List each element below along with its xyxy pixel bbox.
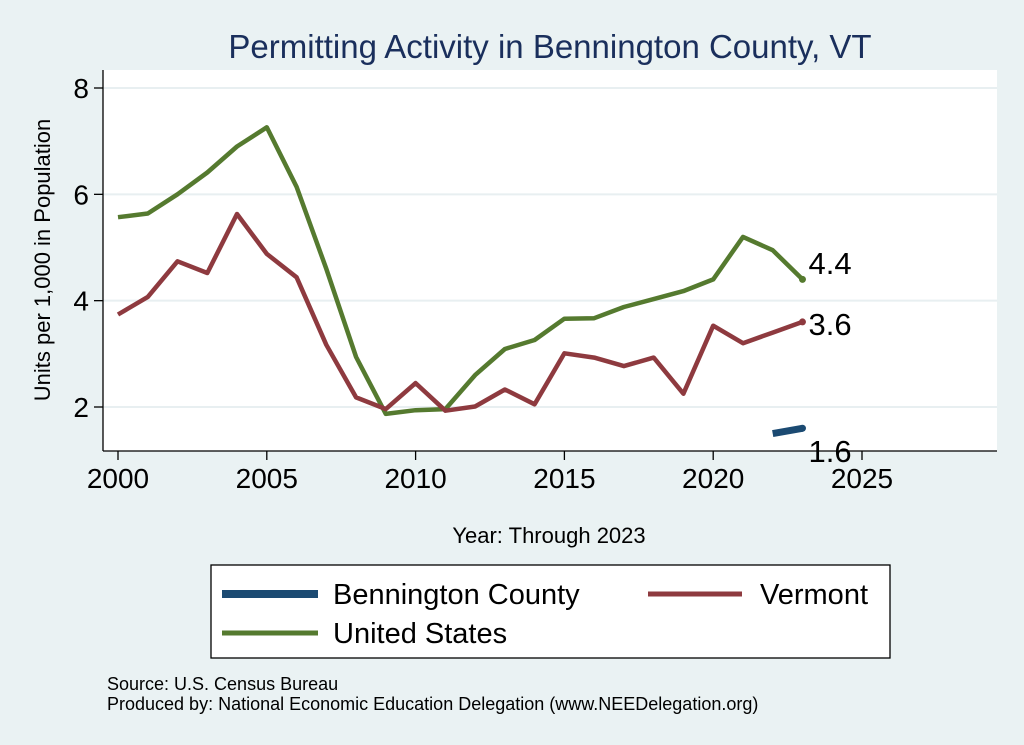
x-tick-label: 2025 — [831, 463, 893, 494]
legend-box — [210, 564, 891, 659]
y-ticks: 2 4 6 8 — [73, 73, 103, 423]
x-tick-label: 2015 — [533, 463, 595, 494]
end-label-bennington-county: 1.6 — [808, 434, 851, 469]
legend-label-vermont: Vermont — [760, 579, 868, 611]
y-tick-label: 6 — [73, 179, 89, 210]
y-tick-label: 8 — [73, 73, 89, 104]
end-marker-vermont — [798, 318, 806, 326]
grid — [103, 87, 997, 408]
legend: Bennington County Vermont United States — [222, 579, 868, 650]
legend-label-bennington-county: Bennington County — [333, 579, 580, 611]
end-marker-bennington-county — [798, 424, 806, 432]
x-tick-label: 2020 — [682, 463, 744, 494]
x-tick-label: 2010 — [384, 463, 446, 494]
series-line-bennington-county — [772, 424, 804, 438]
axes — [102, 70, 997, 452]
x-tick-label: 2005 — [236, 463, 298, 494]
series-line-vermont — [116, 211, 804, 413]
y-tick-label: 2 — [73, 392, 89, 423]
x-tick-label: 2000 — [87, 463, 149, 494]
end-labels: 1.6 3.6 4.4 — [808, 246, 851, 469]
legend-label-united-states: United States — [333, 618, 507, 650]
source-note: Source: U.S. Census Bureau — [107, 674, 338, 694]
x-ticks: 2000 2005 2010 2015 2020 2025 — [87, 451, 893, 494]
end-marker-united-states — [798, 275, 806, 283]
chart-title: Permitting Activity in Bennington County… — [228, 28, 871, 65]
y-tick-label: 4 — [73, 286, 89, 317]
series-line-united-states — [117, 125, 805, 417]
end-label-vermont: 3.6 — [808, 307, 851, 342]
end-label-united-states: 4.4 — [808, 246, 851, 281]
series-group — [116, 125, 806, 438]
y-axis-title: Units per 1,000 in Population — [30, 119, 55, 402]
plot-area — [103, 70, 997, 451]
produced-by-note: Produced by: National Economic Education… — [107, 694, 758, 714]
x-axis-title: Year: Through 2023 — [452, 523, 645, 548]
